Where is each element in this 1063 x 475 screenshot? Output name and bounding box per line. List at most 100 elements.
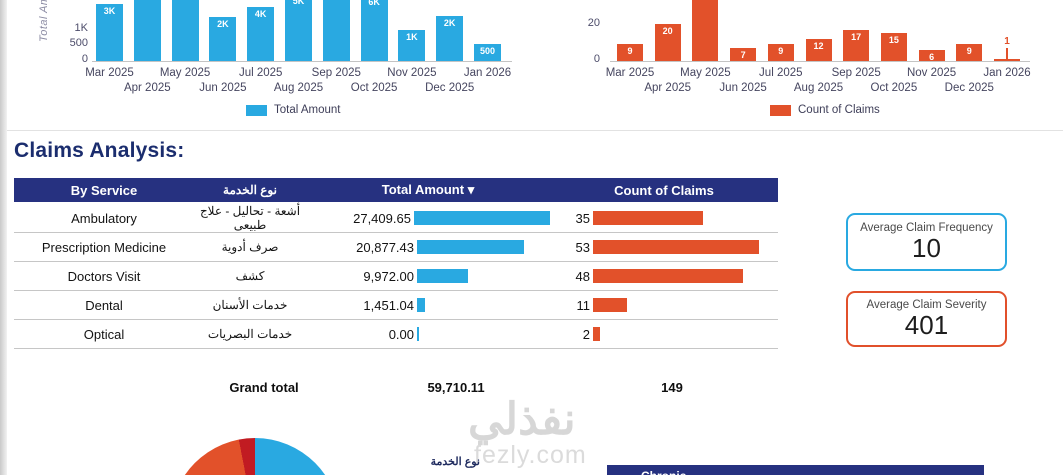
grand-total-amount: 59,710.11	[427, 380, 485, 395]
amount-value: 1,451.04	[363, 297, 414, 313]
x-axis-label: Jan 2026	[463, 67, 512, 79]
x-axis-label: Oct 2025	[350, 82, 398, 94]
bar-aug-2025[interactable]: 5K	[285, 0, 312, 61]
y-axis-title: Total Amount	[38, 0, 50, 42]
x-axis-label: Mar 2025	[85, 67, 134, 79]
bar-data-label: 20	[662, 26, 673, 36]
table-row-dental[interactable]: Dental خدمات الأسنان 1,451.04 11	[14, 291, 778, 320]
bar-jan-2026[interactable]: 500	[474, 44, 501, 61]
service-arabic-cell: أشعة - تحاليل - علاج طبيعى	[199, 204, 301, 232]
bar-data-label: 2K	[443, 18, 456, 28]
count-value: 2	[582, 326, 590, 342]
callout-line	[1006, 48, 1008, 59]
bar-dec-2025[interactable]: 9	[956, 44, 983, 61]
count-data-bar	[593, 240, 759, 254]
amount-value: 0.00	[388, 326, 414, 342]
bar-data-label: 1K	[406, 32, 418, 42]
count-value: 35	[575, 210, 590, 226]
sort-desc-icon[interactable]: ▾	[467, 182, 475, 197]
x-axis-label: Aug 2025	[273, 82, 324, 94]
y-axis-tick: 500	[69, 37, 88, 49]
table-row-optical[interactable]: Optical خدمات البصريات 0.00 2	[14, 320, 778, 349]
bar-nov-2025[interactable]: 1K	[398, 30, 426, 61]
bar-sep-2025[interactable]	[322, 0, 350, 61]
x-axis-label: Jun 2025	[199, 82, 247, 94]
bar-sep-2025[interactable]: 17	[843, 30, 870, 61]
legend-swatch-orange	[770, 104, 791, 116]
service-arabic-cell: صرف أدوية	[221, 240, 279, 254]
kpi-average-claim-frequency[interactable]: Average Claim Frequency 10	[846, 213, 1007, 271]
bar-mar-2025[interactable]: 9	[617, 44, 643, 61]
bar-data-label: 2K	[217, 19, 229, 29]
watermark-latin: fezly.com	[474, 441, 587, 469]
table-row-ambulatory[interactable]: Ambulatory أشعة - تحاليل - علاج طبيعى 27,4…	[14, 204, 778, 233]
count-data-bar	[593, 327, 600, 341]
bar-may-2025[interactable]	[171, 0, 199, 61]
kpi-label: Average Claim Severity	[866, 298, 987, 311]
amount-data-bar	[417, 240, 524, 254]
bar-jun-2025[interactable]: 7	[730, 48, 757, 61]
column-header-count-of-claims[interactable]: Count of Claims	[614, 182, 714, 198]
x-axis-label: Dec 2025	[425, 82, 475, 94]
x-axis-label: Nov 2025	[387, 67, 437, 79]
column-header-by-service[interactable]: By Service	[70, 182, 138, 198]
service-cell: Prescription Medicine	[41, 239, 167, 255]
x-axis-label: Jul 2025	[238, 67, 283, 79]
bar-jan-2026[interactable]	[994, 59, 1020, 61]
bar-dec-2025[interactable]: 2K	[436, 16, 464, 61]
x-axis-line	[610, 61, 1030, 62]
count-data-bar	[593, 269, 743, 283]
watermark-arabic: نفذلي	[468, 395, 576, 444]
service-arabic-cell: كشف	[235, 269, 265, 283]
x-axis-label: Dec 2025	[944, 82, 994, 94]
top-charts-area: Total Amount 1K 500 0 3K 2K 4K 5K 6K 1K 2K 500 20 0 9…	[0, 0, 1063, 63]
bar-data-label: 9	[966, 46, 972, 56]
bar-oct-2025[interactable]: 6K	[360, 0, 388, 61]
column-header-total-amount[interactable]: Total Amount ▾	[381, 182, 475, 197]
kpi-value: 10	[912, 232, 941, 263]
legend-label: Count of Claims	[798, 104, 880, 116]
x-axis-label: Sep 2025	[311, 67, 361, 79]
bar-mar-2025[interactable]: 3K	[96, 4, 123, 61]
legend-count-of-claims[interactable]: Count of Claims	[770, 104, 880, 116]
bar-data-label: 17	[851, 32, 862, 42]
bar-apr-2025[interactable]	[133, 0, 161, 61]
service-arabic-cell: خدمات البصريات	[207, 327, 293, 341]
legend-total-amount[interactable]: Total Amount	[246, 104, 340, 116]
amount-value: 27,409.65	[353, 210, 411, 226]
grand-total-count: 149	[661, 380, 683, 395]
table-row-doctors-visit[interactable]: Doctors Visit كشف 9,972.00 48	[14, 262, 778, 291]
legend-label: Total Amount	[274, 104, 341, 116]
bar-oct-2025[interactable]: 15	[880, 33, 907, 61]
service-type-pie-chart[interactable]	[170, 438, 340, 475]
x-axis-label: Nov 2025	[906, 67, 957, 79]
bar-nov-2025[interactable]: 6	[918, 50, 945, 62]
bar-jul-2025[interactable]: 9	[767, 44, 794, 61]
bar-data-label: 4K	[254, 9, 267, 19]
bar-data-label: 12	[813, 41, 824, 51]
column-header-service-type-ar[interactable]: نوع الخدمة	[223, 183, 277, 197]
x-axis-label: Mar 2025	[605, 67, 655, 79]
bar-data-label: 5K	[292, 0, 305, 6]
service-cell: Optical	[83, 326, 125, 342]
bar-data-label: 7	[740, 50, 746, 60]
chronic-table-header: Chronic	[607, 465, 984, 475]
service-arabic-cell: خدمات الأسنان	[212, 298, 288, 312]
bar-may-2025[interactable]	[692, 0, 719, 61]
bar-jul-2025[interactable]: 4K	[247, 7, 275, 61]
x-axis-line	[92, 61, 512, 62]
bar-jun-2025[interactable]: 2K	[209, 17, 237, 61]
bar-data-label: 9	[627, 46, 633, 56]
bar-data-label: 6K	[368, 0, 380, 7]
amount-data-bar	[417, 327, 419, 341]
page-title: Claims Analysis:	[14, 139, 185, 162]
bar-aug-2025[interactable]: 12	[805, 39, 832, 61]
table-row-prescription-medicine[interactable]: Prescription Medicine صرف أدوية 20,877.43 5…	[14, 233, 778, 262]
amount-value: 9,972.00	[363, 268, 414, 284]
kpi-average-claim-severity[interactable]: Average Claim Severity 401	[846, 291, 1007, 347]
section-divider	[7, 130, 1063, 131]
x-axis-label: Jan 2026	[983, 67, 1031, 79]
legend-swatch-blue	[246, 104, 267, 116]
bar-apr-2025[interactable]: 20	[654, 24, 681, 61]
